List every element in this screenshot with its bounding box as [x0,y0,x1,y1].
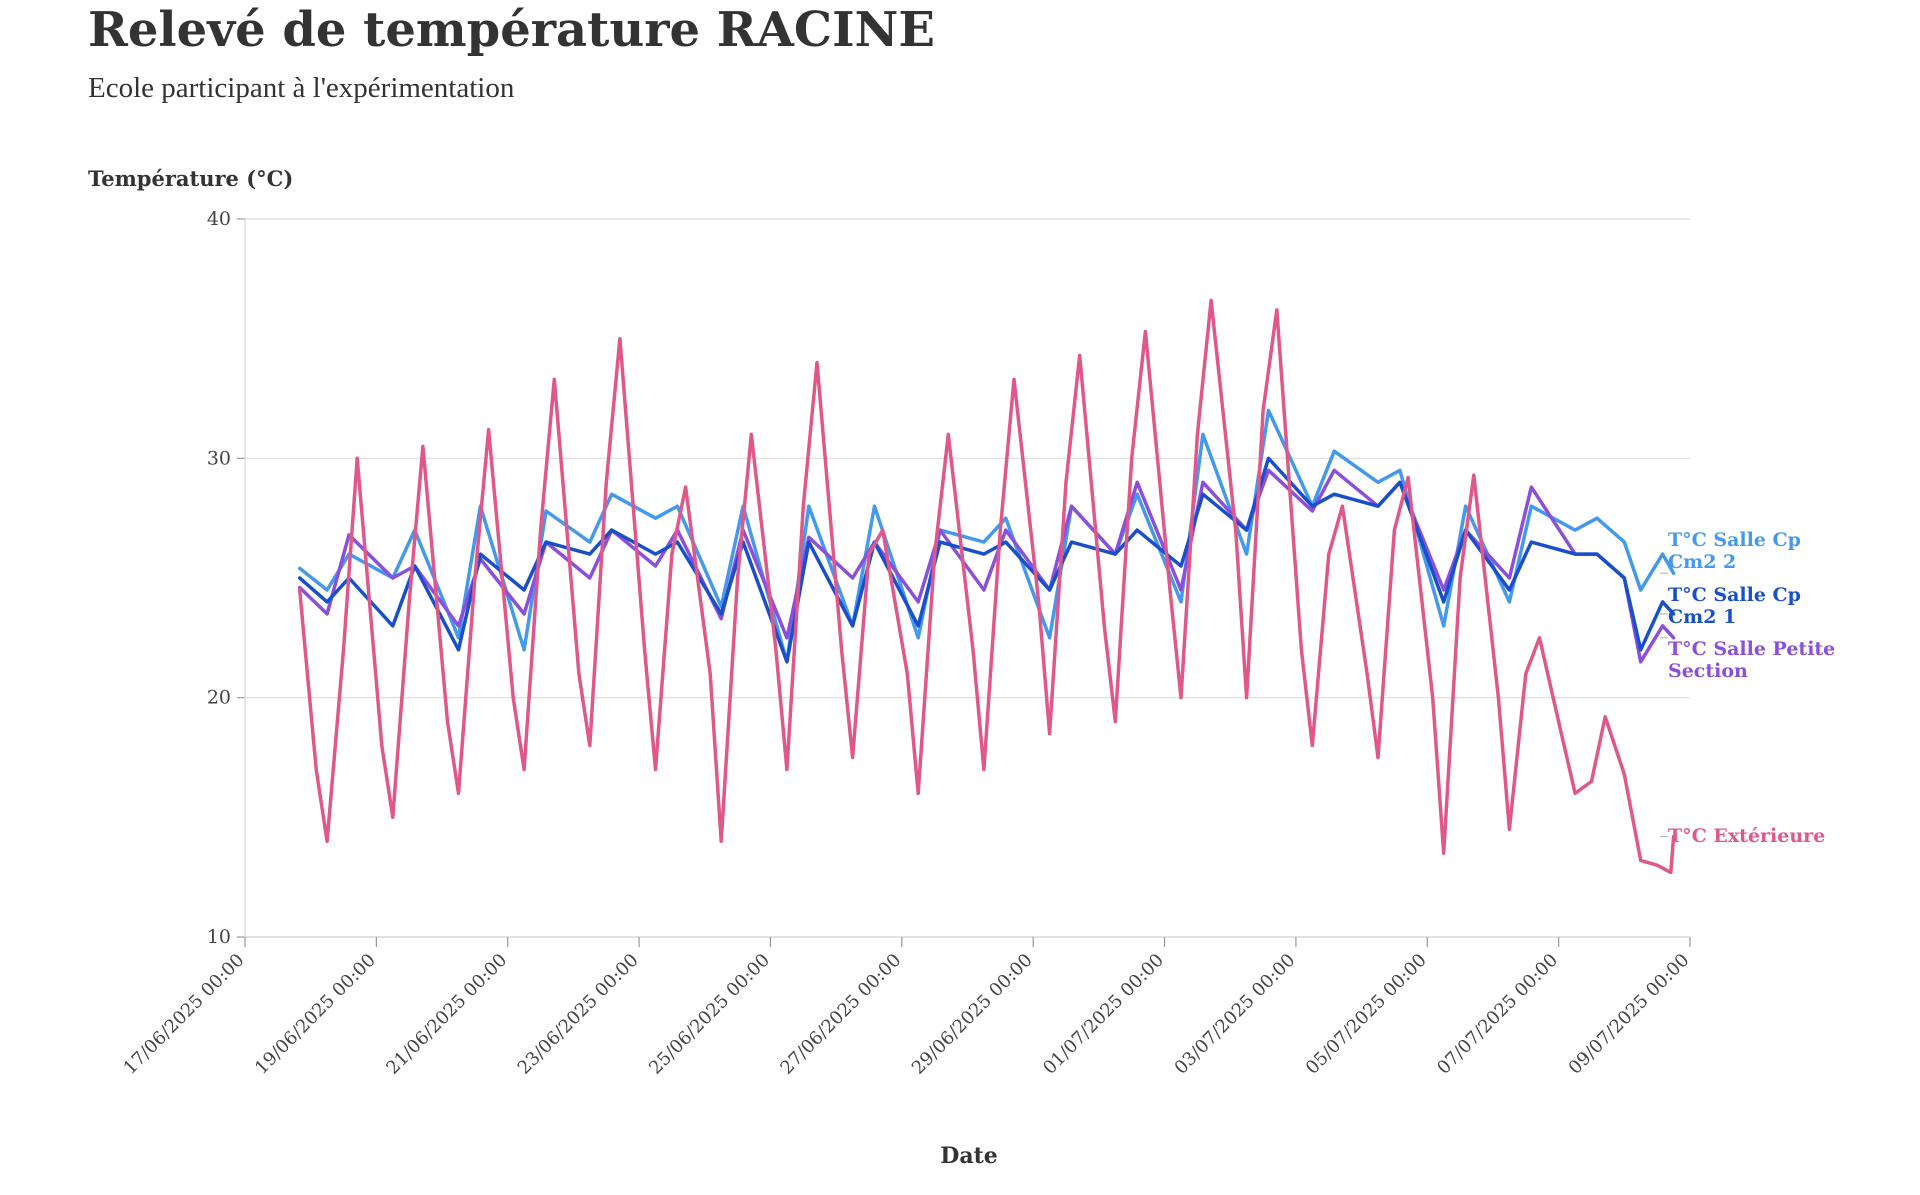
x-tick-label: 07/07/2025 00:00 [1433,950,1562,1079]
x-axis-label: Date [940,1143,998,1169]
grid-lines [245,218,1690,938]
x-tick-label: 25/06/2025 00:00 [645,950,774,1079]
chart-title: Relevé de température RACINE [88,2,936,58]
x-tick-label: 03/07/2025 00:00 [1171,950,1300,1079]
x-tick-label: 19/06/2025 00:00 [251,950,380,1079]
series-line-3 [297,468,1676,664]
y-tick-label: 10 [207,926,231,948]
chart-subtitle: Ecole participant à l'expérimentation [88,72,515,104]
legend: T°C Salle Cp Cm2 2 T°C Salle Cp Cm2 1 T°C Sa… [1660,529,1835,847]
series-lines [297,298,1676,875]
y-tick-label: 20 [207,687,231,709]
series-line-0 [297,298,1676,875]
y-tick-label: 30 [207,447,231,469]
legend-item-0: T°C Extérieure [1668,825,1825,847]
x-tick-label: 23/06/2025 00:00 [514,950,643,1079]
x-tick-label: 05/07/2025 00:00 [1302,950,1431,1079]
y-axis-label: Température (°C) [88,166,293,191]
legend-item-2: T°C Salle Cp Cm2 1 [1668,584,1801,628]
x-tick-label: 29/06/2025 00:00 [908,950,1037,1079]
x-tick-label: 21/06/2025 00:00 [382,950,511,1079]
x-tick-label: 01/07/2025 00:00 [1039,950,1168,1079]
series-line-2 [297,456,1676,664]
legend-item-3: T°C Salle Petite Section [1668,638,1835,682]
x-tick-label: 27/06/2025 00:00 [776,950,905,1079]
x-tick-label: 09/07/2025 00:00 [1565,950,1694,1079]
legend-item-1: T°C Salle Cp Cm2 2 [1668,529,1801,573]
y-tick-label: 40 [207,208,231,230]
x-tick-label: 17/06/2025 00:00 [120,950,249,1079]
